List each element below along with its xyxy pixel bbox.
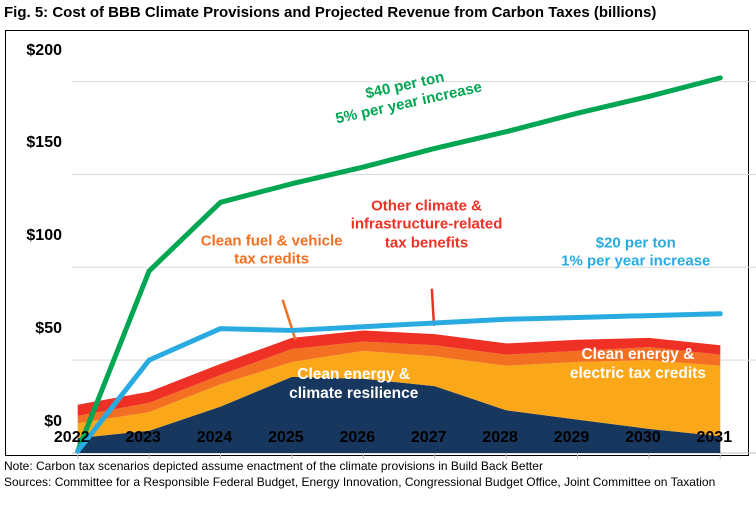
label-other-climate-leader-line [430,288,436,326]
note-text: Note: Carbon tax scenarios depicted assu… [4,459,543,473]
sources-text: Sources: Committee for a Responsible Fed… [4,475,716,489]
area-clean-energy-climate-resilience [77,376,721,453]
label-clean-fuel-vehicle-leader-line [281,299,297,341]
chart-canvas [72,75,756,459]
area-other-climate-infrastructure-tax-benefits [77,330,721,416]
line-carbon-tax-20-per-ton [75,311,723,454]
line-carbon-tax-40-per-ton [75,75,723,454]
page-title: Fig. 5: Cost of BBB Climate Provisions a… [4,4,657,21]
area-clean-energy-electric-tax-credits [77,350,721,439]
area-clean-fuel-vehicle-tax-credits [77,341,721,424]
chart-plot-area [5,30,756,459]
